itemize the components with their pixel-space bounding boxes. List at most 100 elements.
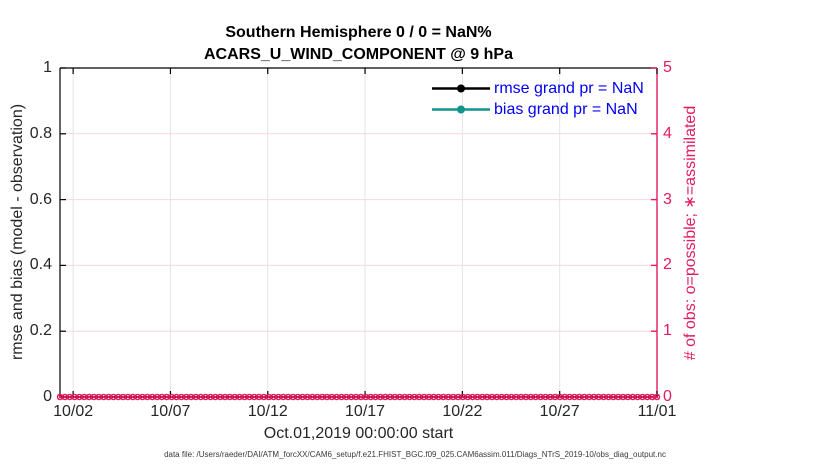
obs-assimilated-marker [440, 394, 447, 400]
obs-assimilated-marker [314, 394, 320, 400]
obs-assimilated-marker [537, 394, 544, 400]
obs-assimilated-marker [96, 394, 102, 400]
obs-assimilated-marker [168, 394, 175, 400]
obs-assimilated-marker [639, 394, 646, 400]
obs-assimilated-marker [625, 394, 631, 400]
obs-assimilated-marker [343, 394, 350, 400]
obs-assimilated-marker [299, 394, 306, 400]
obs-assimilated-marker [159, 394, 165, 400]
y-tick-label-right: 1 [663, 322, 672, 340]
y-tick-label-left: 0.6 [29, 190, 52, 208]
obs-assimilated-marker [571, 394, 578, 400]
x-axis-label: Oct.01,2019 00:00:00 start [263, 425, 454, 442]
legend-label-bias: bias grand pr = NaN [494, 101, 638, 118]
obs-assimilated-marker [460, 394, 466, 400]
y-tick-label-right: 5 [663, 59, 672, 76]
obs-assimilated-marker [586, 394, 592, 400]
obs-assimilated-marker [66, 394, 73, 400]
obs-assimilated-marker [464, 394, 471, 400]
obs-assimilated-marker [134, 394, 141, 400]
obs-assimilated-marker [207, 394, 214, 400]
obs-assimilated-marker [188, 394, 194, 400]
y-axis-label-right: # of obs: o=possible; ∗=assimilated [682, 105, 699, 361]
x-tick-label: 10/27 [539, 403, 580, 420]
obs-assimilated-marker [581, 394, 587, 400]
obs-assimilated-marker [552, 394, 558, 400]
obs-assimilated-marker [348, 394, 354, 400]
obs-assimilated-marker [130, 394, 136, 400]
obs-assimilated-marker [358, 394, 364, 400]
x-tick-label: 11/01 [637, 403, 677, 420]
obs-assimilated-marker [450, 394, 456, 400]
obs-assimilated-marker [295, 394, 301, 400]
obs-assimilated-marker [280, 394, 287, 400]
obs-assimilated-marker [498, 394, 505, 400]
obs-assimilated-marker [455, 394, 461, 400]
obs-assimilated-marker [125, 394, 131, 400]
obs-assimilated-marker [76, 394, 83, 400]
obs-assimilated-marker [377, 394, 384, 400]
obs-assimilated-marker [154, 394, 160, 400]
obs-assimilated-marker [654, 394, 660, 400]
obs-assimilated-marker [474, 394, 481, 400]
obs-assimilated-marker [241, 394, 248, 400]
obs-assimilated-marker [532, 394, 539, 400]
obs-assimilated-marker [202, 394, 209, 400]
obs-assimilated-marker [542, 394, 549, 400]
obs-assimilated-marker [227, 394, 233, 400]
obs-assimilated-marker [110, 394, 117, 400]
obs-assimilated-marker [251, 394, 257, 400]
obs-assimilated-marker [91, 394, 97, 400]
obs-assimilated-marker [324, 394, 330, 400]
obs-assimilated-marker [513, 394, 519, 400]
obs-assimilated-marker [353, 394, 359, 400]
obs-assimilated-marker [615, 394, 621, 400]
obs-assimilated-marker [484, 394, 490, 400]
obs-assimilated-marker [629, 394, 636, 400]
obs-assimilated-marker [562, 394, 568, 400]
obs-assimilated-marker [246, 394, 253, 400]
obs-assimilated-marker [445, 394, 452, 400]
obs-assimilated-marker [600, 394, 607, 400]
obs-assimilated-marker [596, 394, 602, 400]
y-tick-label-right: 0 [663, 388, 672, 405]
obs-assimilated-marker [62, 394, 68, 400]
legend-marker-bias [457, 105, 465, 114]
obs-assimilated-marker [173, 394, 180, 400]
obs-assimilated-marker [149, 394, 155, 400]
obs-assimilated-marker [591, 394, 597, 400]
obs-assimilated-marker [605, 394, 612, 400]
obs-assimilated-marker [178, 394, 185, 400]
obs-assimilated-marker [547, 394, 553, 400]
obs-assimilated-marker [105, 394, 112, 400]
obs-assimilated-marker [265, 394, 272, 400]
obs-assimilated-marker [100, 394, 107, 400]
obs-assimilated-marker [222, 394, 228, 400]
obs-assimilated-marker [430, 394, 437, 400]
obs-assimilated-marker [576, 394, 583, 400]
obs-assimilated-marker [416, 394, 422, 400]
obs-assimilated-marker [397, 394, 403, 400]
obs-assimilated-marker [411, 394, 418, 400]
obs-assimilated-marker [610, 394, 617, 400]
datafile-path: data file: /Users/raeder/DAI/ATM_forcXX/… [164, 450, 666, 459]
obs-assimilated-marker [634, 394, 641, 400]
y-tick-label-left: 0 [43, 388, 52, 405]
obs-assimilated-marker [382, 394, 388, 400]
obs-assimilated-marker [649, 394, 655, 400]
obs-assimilated-marker [620, 394, 626, 400]
x-tick-label: 10/17 [345, 403, 386, 420]
obs-possible-marker [653, 393, 661, 401]
chart-subtitle: ACARS_U_WIND_COMPONENT @ 9 hPa [204, 46, 513, 63]
obs-assimilated-marker [231, 394, 238, 400]
obs-assimilated-marker [518, 394, 524, 400]
obs-assimilated-marker [479, 394, 486, 400]
legend-marker-rmse [457, 84, 465, 93]
obs-assimilated-marker [435, 394, 442, 400]
obs-assimilated-marker [144, 394, 151, 400]
obs-assimilated-marker [57, 394, 63, 400]
x-tick-label: 10/07 [150, 403, 191, 420]
y-tick-label-right: 3 [663, 190, 672, 208]
obs-assimilated-marker [489, 394, 495, 400]
